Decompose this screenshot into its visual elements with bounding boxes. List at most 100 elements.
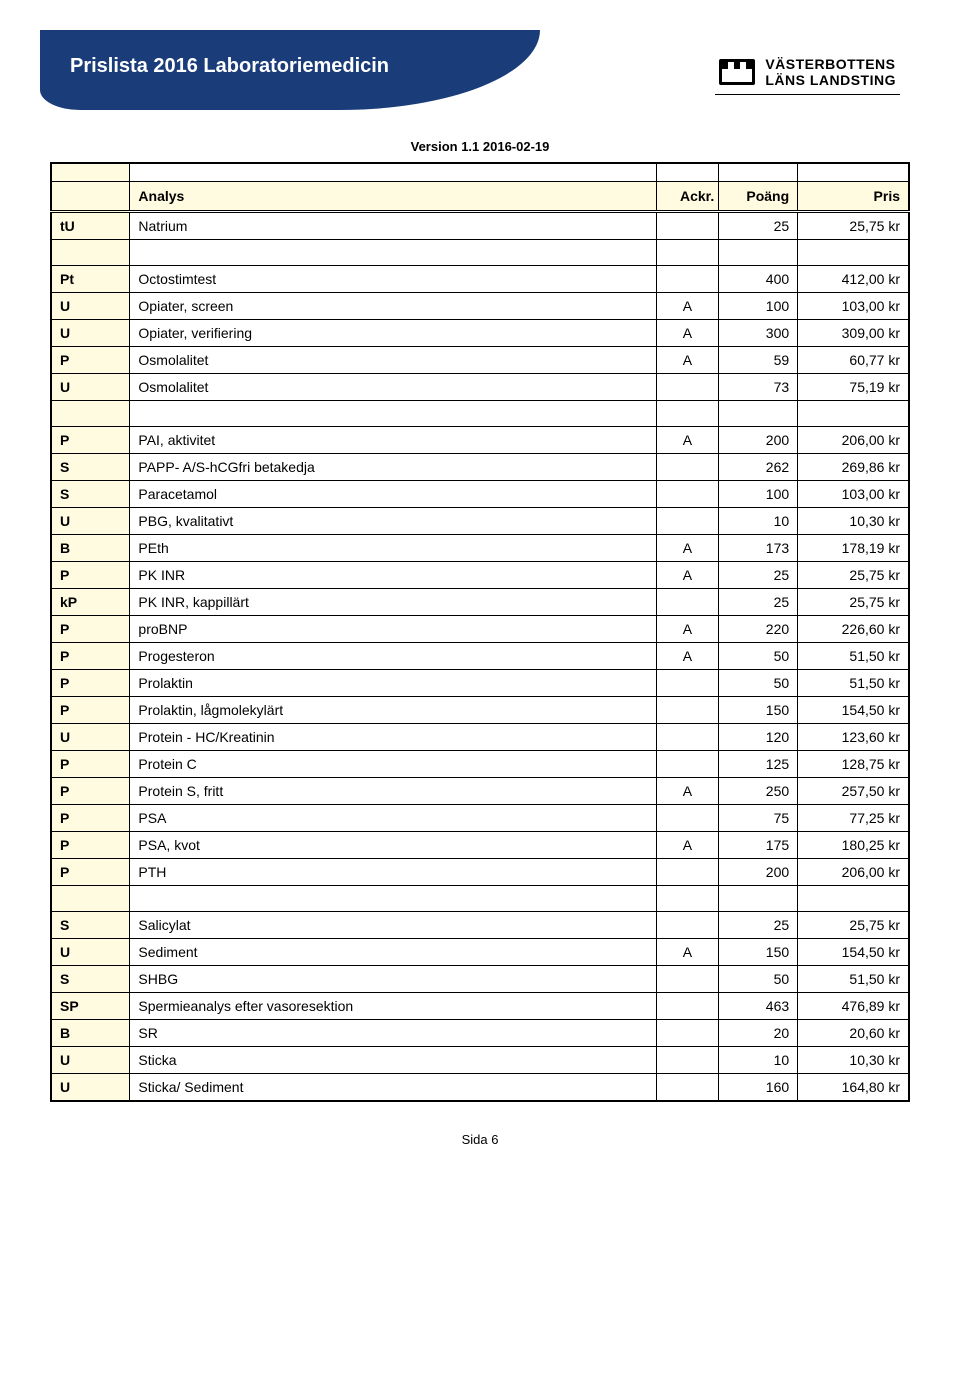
- row-ackr: [656, 480, 719, 507]
- table-row: PtOctostimtest400412,00 kr: [51, 265, 909, 292]
- table-row: BSR2020,60 kr: [51, 1019, 909, 1046]
- row-analys: Protein - HC/Kreatinin: [130, 723, 656, 750]
- table-row: SPAPP- A/S-hCGfri betakedja262269,86 kr: [51, 453, 909, 480]
- row-pris: 25,75 kr: [798, 911, 909, 938]
- row-pris: 103,00 kr: [798, 480, 909, 507]
- row-analys: Salicylat: [130, 911, 656, 938]
- row-analys: Opiater, screen: [130, 292, 656, 319]
- row-analys: PBG, kvalitativt: [130, 507, 656, 534]
- row-poang: 175: [719, 831, 798, 858]
- row-prefix: U: [51, 723, 130, 750]
- row-ackr: A: [656, 642, 719, 669]
- row-poang: 100: [719, 480, 798, 507]
- row-ackr: [656, 373, 719, 400]
- table-row: SParacetamol100103,00 kr: [51, 480, 909, 507]
- blank-row: [51, 885, 909, 911]
- row-ackr: A: [656, 831, 719, 858]
- row-poang: 50: [719, 642, 798, 669]
- table-row: PPSA, kvotA175180,25 kr: [51, 831, 909, 858]
- row-poang: 125: [719, 750, 798, 777]
- row-pris: 180,25 kr: [798, 831, 909, 858]
- row-poang: 10: [719, 507, 798, 534]
- row-ackr: [656, 858, 719, 885]
- row-prefix: P: [51, 669, 130, 696]
- row-analys: Prolaktin: [130, 669, 656, 696]
- row-ackr: A: [656, 777, 719, 804]
- row-pris: 226,60 kr: [798, 615, 909, 642]
- row-analys: proBNP: [130, 615, 656, 642]
- row-prefix: P: [51, 426, 130, 453]
- logo-text: VÄSTERBOTTENS LÄNS LANDSTING: [765, 56, 896, 88]
- row-pris: 309,00 kr: [798, 319, 909, 346]
- row-ackr: [656, 750, 719, 777]
- row-prefix: U: [51, 1046, 130, 1073]
- version-label: Version 1.1 2016-02-19: [411, 139, 550, 154]
- row-analys: SR: [130, 1019, 656, 1046]
- table-row: PPTH200206,00 kr: [51, 858, 909, 885]
- page-footer: Sida 6: [50, 1132, 910, 1147]
- row-analys: Opiater, verifiering: [130, 319, 656, 346]
- table-row: PProgesteronA5051,50 kr: [51, 642, 909, 669]
- row-ackr: [656, 265, 719, 292]
- row-analys: PEth: [130, 534, 656, 561]
- row-analys: Protein C: [130, 750, 656, 777]
- row-poang: 59: [719, 346, 798, 373]
- row-pris: 60,77 kr: [798, 346, 909, 373]
- row-ackr: A: [656, 426, 719, 453]
- table-row: BPEthA173178,19 kr: [51, 534, 909, 561]
- row-ackr: [656, 965, 719, 992]
- row-poang: 100: [719, 292, 798, 319]
- row-ackr: [656, 507, 719, 534]
- row-prefix: S: [51, 453, 130, 480]
- row-ackr: A: [656, 561, 719, 588]
- row-pris: 257,50 kr: [798, 777, 909, 804]
- row-poang: 25: [719, 561, 798, 588]
- row-pris: 128,75 kr: [798, 750, 909, 777]
- table-row: UOpiater, verifieringA300309,00 kr: [51, 319, 909, 346]
- logo-line1: VÄSTERBOTTENS: [765, 56, 895, 72]
- row-poang: 400: [719, 265, 798, 292]
- row-prefix: U: [51, 292, 130, 319]
- row-analys: Sticka: [130, 1046, 656, 1073]
- row-pris: 77,25 kr: [798, 804, 909, 831]
- row-poang: 173: [719, 534, 798, 561]
- row-pris: 269,86 kr: [798, 453, 909, 480]
- table-row: PProlaktin, lågmolekylärt150154,50 kr: [51, 696, 909, 723]
- row-analys: Octostimtest: [130, 265, 656, 292]
- row-pris: 25,75 kr: [798, 211, 909, 239]
- row-analys: PK INR, kappillärt: [130, 588, 656, 615]
- table-row: PProtein C125128,75 kr: [51, 750, 909, 777]
- row-prefix: P: [51, 696, 130, 723]
- row-prefix: P: [51, 642, 130, 669]
- row-prefix: tU: [51, 211, 130, 239]
- row-poang: 120: [719, 723, 798, 750]
- row-poang: 200: [719, 426, 798, 453]
- table-row: tUNatrium2525,75 kr: [51, 211, 909, 239]
- row-pris: 206,00 kr: [798, 858, 909, 885]
- title-banner: Prislista 2016 Laboratoriemedicin: [40, 30, 540, 110]
- row-prefix: B: [51, 1019, 130, 1046]
- row-poang: 150: [719, 938, 798, 965]
- row-prefix: S: [51, 965, 130, 992]
- row-poang: 50: [719, 669, 798, 696]
- row-pris: 123,60 kr: [798, 723, 909, 750]
- row-prefix: U: [51, 938, 130, 965]
- table-row: UOsmolalitet7375,19 kr: [51, 373, 909, 400]
- logo-icon: [719, 59, 755, 85]
- table-row: SSHBG5051,50 kr: [51, 965, 909, 992]
- row-ackr: [656, 588, 719, 615]
- row-pris: 51,50 kr: [798, 669, 909, 696]
- row-analys: Natrium: [130, 211, 656, 239]
- row-ackr: A: [656, 615, 719, 642]
- row-analys: PSA, kvot: [130, 831, 656, 858]
- row-prefix: U: [51, 319, 130, 346]
- row-prefix: P: [51, 804, 130, 831]
- col-analys: Analys: [130, 181, 656, 211]
- row-pris: 75,19 kr: [798, 373, 909, 400]
- blank-row: [51, 400, 909, 426]
- row-pris: 103,00 kr: [798, 292, 909, 319]
- row-ackr: A: [656, 346, 719, 373]
- row-pris: 20,60 kr: [798, 1019, 909, 1046]
- row-pris: 51,50 kr: [798, 965, 909, 992]
- row-pris: 412,00 kr: [798, 265, 909, 292]
